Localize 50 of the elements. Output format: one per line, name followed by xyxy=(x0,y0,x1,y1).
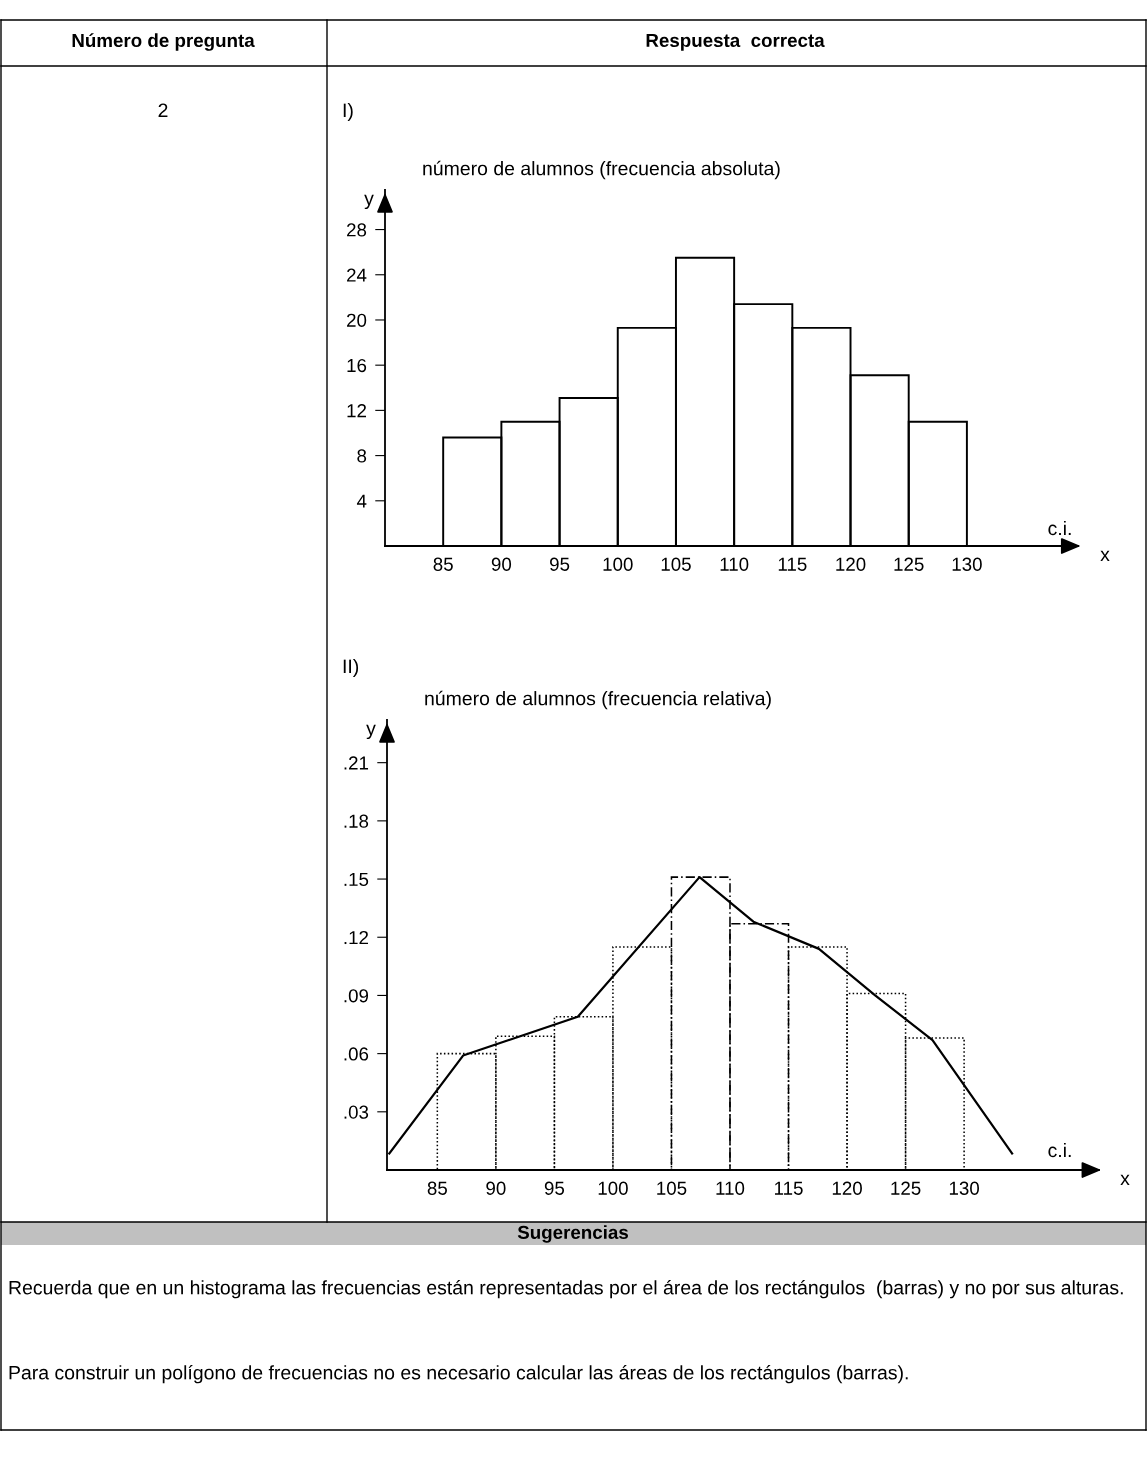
chart-title: número de alumnos (frecuencia absoluta) xyxy=(423,160,780,180)
text: Respuesta correcta xyxy=(646,33,825,51)
chart-title: número de alumnos (frecuencia relativa) xyxy=(425,690,771,710)
x-tick-label: 115 xyxy=(778,557,807,571)
text: II) xyxy=(343,658,359,678)
y-tick-label: .06 xyxy=(344,1047,369,1061)
x-tick-label: 110 xyxy=(716,1181,745,1195)
y-tick-label: .18 xyxy=(344,814,369,828)
x-tick-label: 125 xyxy=(891,1181,921,1195)
x-tick-label: 110 xyxy=(720,557,749,571)
x-tick-label: 120 xyxy=(832,1181,862,1195)
y-axis-title: y xyxy=(364,194,374,210)
x-tick-label: 115 xyxy=(775,1181,803,1195)
text: 2 xyxy=(158,103,168,118)
x-axis-title: x xyxy=(1120,1174,1130,1186)
x-tick-label: 85 xyxy=(427,1181,447,1195)
annotation: c.i. xyxy=(1048,520,1071,536)
y-tick-label: .09 xyxy=(344,989,369,1003)
x-tick-label: 95 xyxy=(550,557,570,571)
x-axis-title: x xyxy=(1100,550,1110,562)
text: Número de pregunta xyxy=(72,33,255,51)
y-tick-label: 8 xyxy=(357,449,367,463)
x-tick-label: 90 xyxy=(486,1181,506,1195)
text: Para construir un polígono de frecuencias no es necesario calcular las áreas de los rectángulos (barras). xyxy=(9,1365,908,1384)
y-tick-label: 28 xyxy=(347,223,367,237)
y-tick-label: 16 xyxy=(347,358,367,373)
y-tick-label: .03 xyxy=(344,1105,369,1119)
y-tick-label: 12 xyxy=(347,404,367,418)
x-tick-label: 85 xyxy=(433,557,453,571)
y-tick-label: 4 xyxy=(356,494,367,508)
y-tick-label: 24 xyxy=(347,268,367,282)
x-tick-label: 105 xyxy=(661,557,691,571)
x-tick-label: 120 xyxy=(836,557,866,571)
x-tick-label: 130 xyxy=(952,557,982,571)
text: Recuerda que en un histograma las frecuencias están representadas por el área de los rectángulos (barras) y no por sus alturas. xyxy=(9,1280,1123,1299)
x-tick-label: 105 xyxy=(657,1181,687,1195)
text: Sugerencias xyxy=(517,1225,628,1243)
x-tick-label: 130 xyxy=(949,1181,980,1195)
text: I) xyxy=(343,102,353,122)
annotation: c.i. xyxy=(1048,1142,1071,1158)
x-tick-label: 95 xyxy=(544,1181,565,1195)
x-tick-label: 90 xyxy=(491,557,512,571)
y-axis-title: y xyxy=(366,724,376,740)
x-tick-label: 100 xyxy=(598,1181,628,1195)
y-tick-label: .21 xyxy=(344,756,369,770)
y-tick-label: 20 xyxy=(347,313,367,327)
x-tick-label: 100 xyxy=(603,557,633,571)
y-tick-label: .12 xyxy=(344,930,369,945)
y-tick-label: .15 xyxy=(344,872,369,887)
x-tick-label: 125 xyxy=(894,557,924,571)
